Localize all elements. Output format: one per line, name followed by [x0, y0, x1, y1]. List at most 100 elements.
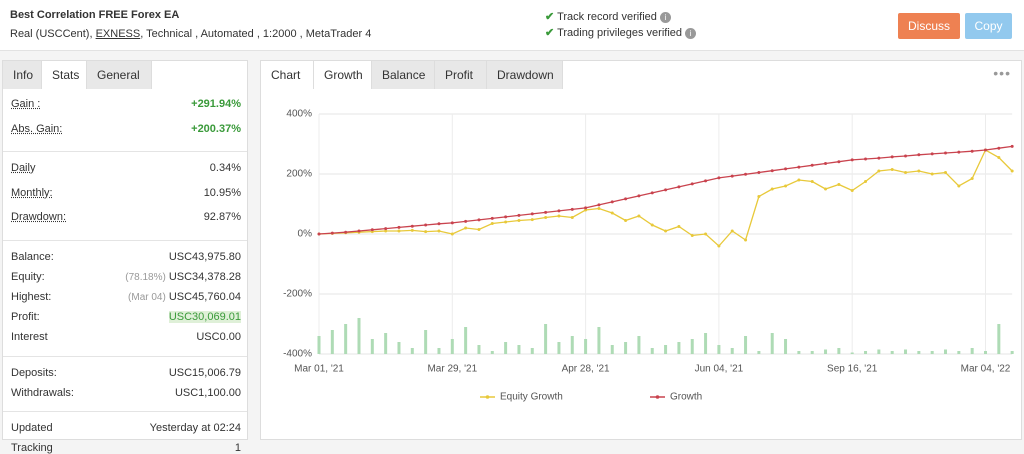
chart-tab[interactable]: Chart	[261, 61, 314, 89]
volume-bar	[424, 330, 428, 354]
point	[744, 238, 748, 242]
y-tick-label: 400%	[286, 109, 312, 120]
legend-label: Growth	[670, 392, 702, 403]
stat-label: Deposits:	[11, 366, 57, 379]
point	[410, 228, 414, 232]
stats-tab[interactable]: Stats	[42, 61, 87, 89]
verified-1: ✔ Track record verified i	[545, 10, 671, 23]
point	[864, 157, 868, 161]
title: Best Correlation FREE Forex EA	[10, 9, 180, 21]
point	[490, 216, 494, 220]
point	[797, 165, 801, 169]
point	[730, 174, 734, 178]
stat-value: +291.94%	[191, 98, 241, 110]
discuss-button[interactable]: Discuss	[898, 13, 960, 39]
volume-bar	[410, 348, 414, 354]
stat-row: Updated Yesterday at 02:24	[11, 422, 241, 434]
point	[504, 220, 508, 224]
point	[717, 176, 721, 180]
point	[557, 214, 561, 218]
volume-bar	[490, 351, 494, 354]
stat-note: (78.18%)	[125, 271, 166, 283]
volume-bar	[944, 349, 948, 354]
separator	[3, 239, 247, 241]
stats-tab[interactable]: Info	[3, 61, 42, 89]
stat-value: USC34,378.28	[168, 270, 241, 283]
point	[797, 178, 801, 182]
point	[624, 197, 628, 201]
volume-bar	[717, 345, 721, 354]
stat-value-wrap: (Mar 04) USC45,760.04	[128, 291, 241, 303]
point	[464, 226, 468, 230]
volume-bar	[437, 348, 441, 354]
point	[597, 203, 601, 207]
point	[690, 182, 694, 186]
point	[824, 162, 828, 165]
separator	[3, 151, 247, 152]
stat-value-wrap: +200.37%	[191, 123, 241, 135]
stat-value: 1	[234, 442, 241, 454]
account-info: , Technical , Automated , 1:2000 , MetaT…	[140, 28, 372, 40]
point	[717, 244, 721, 248]
volume-bar	[904, 349, 908, 354]
point	[650, 191, 654, 195]
point	[837, 160, 841, 164]
chart-tab[interactable]: Growth	[314, 61, 372, 89]
point	[837, 183, 841, 186]
chart-tab[interactable]: Balance	[372, 61, 435, 89]
point	[517, 213, 521, 217]
point	[610, 200, 614, 204]
point	[877, 156, 881, 160]
point	[1010, 144, 1014, 148]
volume-bar	[970, 348, 974, 354]
volume-bar	[957, 351, 961, 354]
volume-bar	[637, 336, 641, 354]
menu-icon[interactable]: •••	[993, 65, 1011, 81]
point	[930, 152, 934, 156]
stats-panel: Info Stats General Gain : +291.94% Abs. Gain:…	[2, 60, 248, 454]
stat-row: Gain : +291.94%	[11, 98, 241, 110]
point	[784, 167, 788, 171]
stats-tab[interactable]: General	[87, 61, 152, 89]
x-tick-label: Sep 16, '21	[827, 364, 878, 375]
copy-button[interactable]: Copy	[965, 13, 1012, 39]
volume-bar	[997, 324, 1001, 354]
stat-value-wrap: 1	[235, 442, 241, 454]
stat-label: Profit:	[11, 311, 40, 324]
header: Best Correlation FREE Forex EA Real (USC…	[0, 0, 1024, 51]
stat-note: (Mar 04)	[128, 291, 166, 303]
chart-panel: ••• Chart Growth Balance Profit Drawdown	[260, 60, 1022, 440]
stat-value-wrap: (78.18%) USC34,378.28	[125, 271, 241, 283]
point	[530, 212, 534, 216]
point	[730, 229, 734, 233]
volume-bar	[357, 318, 361, 354]
chart-tab[interactable]: Profit	[435, 61, 487, 89]
x-tick-label: Apr 28, '21	[562, 364, 610, 375]
point	[810, 180, 814, 183]
point	[890, 168, 894, 171]
stat-value-wrap: USC15,006.79	[169, 367, 241, 379]
volume-bar	[837, 348, 841, 354]
point	[504, 215, 508, 219]
point	[970, 177, 974, 180]
stat-label: Updated	[11, 421, 53, 434]
point	[704, 179, 708, 183]
volume-bar	[917, 351, 921, 354]
broker-link[interactable]: EXNESS	[95, 28, 141, 40]
volume-bar	[690, 339, 694, 354]
volume-bar	[677, 342, 681, 354]
volume-bar	[317, 336, 321, 354]
stat-row: Abs. Gain: +200.37%	[11, 123, 241, 135]
point	[904, 154, 908, 158]
point	[450, 232, 454, 236]
chart-tab[interactable]: Drawdown	[487, 61, 563, 89]
point	[770, 187, 774, 191]
point	[677, 225, 681, 228]
stat-row: Monthly: 10.95%	[11, 187, 241, 199]
stat-value-wrap: USC30,069.01	[168, 311, 241, 324]
point	[397, 225, 401, 229]
point	[584, 208, 588, 212]
point	[890, 155, 894, 159]
stat-row: Interest USC0.00	[11, 331, 241, 343]
volume-bar	[597, 327, 601, 354]
